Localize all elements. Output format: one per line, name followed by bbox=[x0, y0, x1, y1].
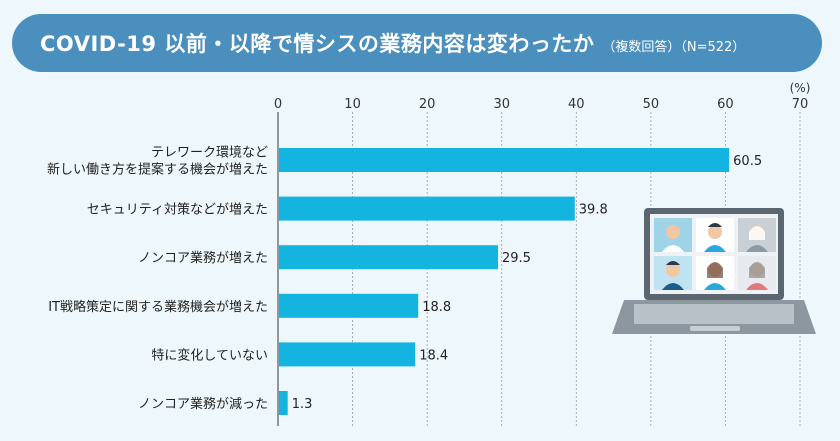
x-tick-labels: 0 10 20 30 40 50 60 70 bbox=[274, 97, 808, 112]
bars bbox=[279, 148, 730, 415]
unit-label: (%) bbox=[790, 81, 811, 95]
x-tick-label: 20 bbox=[419, 97, 436, 112]
value-label: 39.8 bbox=[579, 203, 608, 218]
x-tick-label: 70 bbox=[792, 97, 809, 112]
category-label: ノンコア業務が減った bbox=[138, 396, 268, 412]
x-tick-label: 40 bbox=[568, 97, 585, 112]
x-tick-label: 0 bbox=[274, 97, 282, 112]
value-label: 60.5 bbox=[733, 154, 762, 169]
value-label: 18.8 bbox=[422, 300, 451, 315]
laptop-icon bbox=[612, 208, 816, 334]
bar bbox=[279, 293, 419, 318]
category-label: セキュリティ対策などが増えた bbox=[87, 202, 268, 218]
bar bbox=[279, 245, 498, 270]
bar bbox=[279, 148, 730, 172]
bar bbox=[279, 196, 575, 221]
bar bbox=[279, 391, 288, 415]
category-label: IT戦略策定に関する業務機会が増えた bbox=[48, 299, 268, 315]
category-label: テレワーク環境など新しい働き方を提案する機会が増えた bbox=[47, 146, 268, 178]
bar bbox=[279, 342, 416, 367]
category-label: 特に変化していない bbox=[151, 347, 268, 363]
x-tick-label: 60 bbox=[717, 97, 734, 112]
value-label: 18.4 bbox=[419, 348, 448, 363]
x-tick-label: 50 bbox=[643, 97, 660, 112]
category-labels: テレワーク環境など新しい働き方を提案する機会が増えたセキュリティ対策などが増えた… bbox=[47, 146, 268, 413]
chart-title: COVID-19 以前・以降で情シスの業務内容は変わったか bbox=[40, 32, 595, 56]
value-label: 29.5 bbox=[502, 251, 531, 266]
x-tick-label: 10 bbox=[344, 97, 361, 112]
chart-subtitle: （複数回答）（N=522） bbox=[602, 39, 746, 55]
title-bar: COVID-19 以前・以降で情シスの業務内容は変わったか （複数回答）（N=5… bbox=[12, 14, 822, 72]
x-tick-label: 30 bbox=[493, 97, 510, 112]
value-label: 1.3 bbox=[292, 397, 313, 412]
category-label: ノンコア業務が増えた bbox=[138, 250, 268, 266]
value-labels: 60.5 39.8 29.5 18.8 18.4 1.3 bbox=[292, 154, 762, 412]
